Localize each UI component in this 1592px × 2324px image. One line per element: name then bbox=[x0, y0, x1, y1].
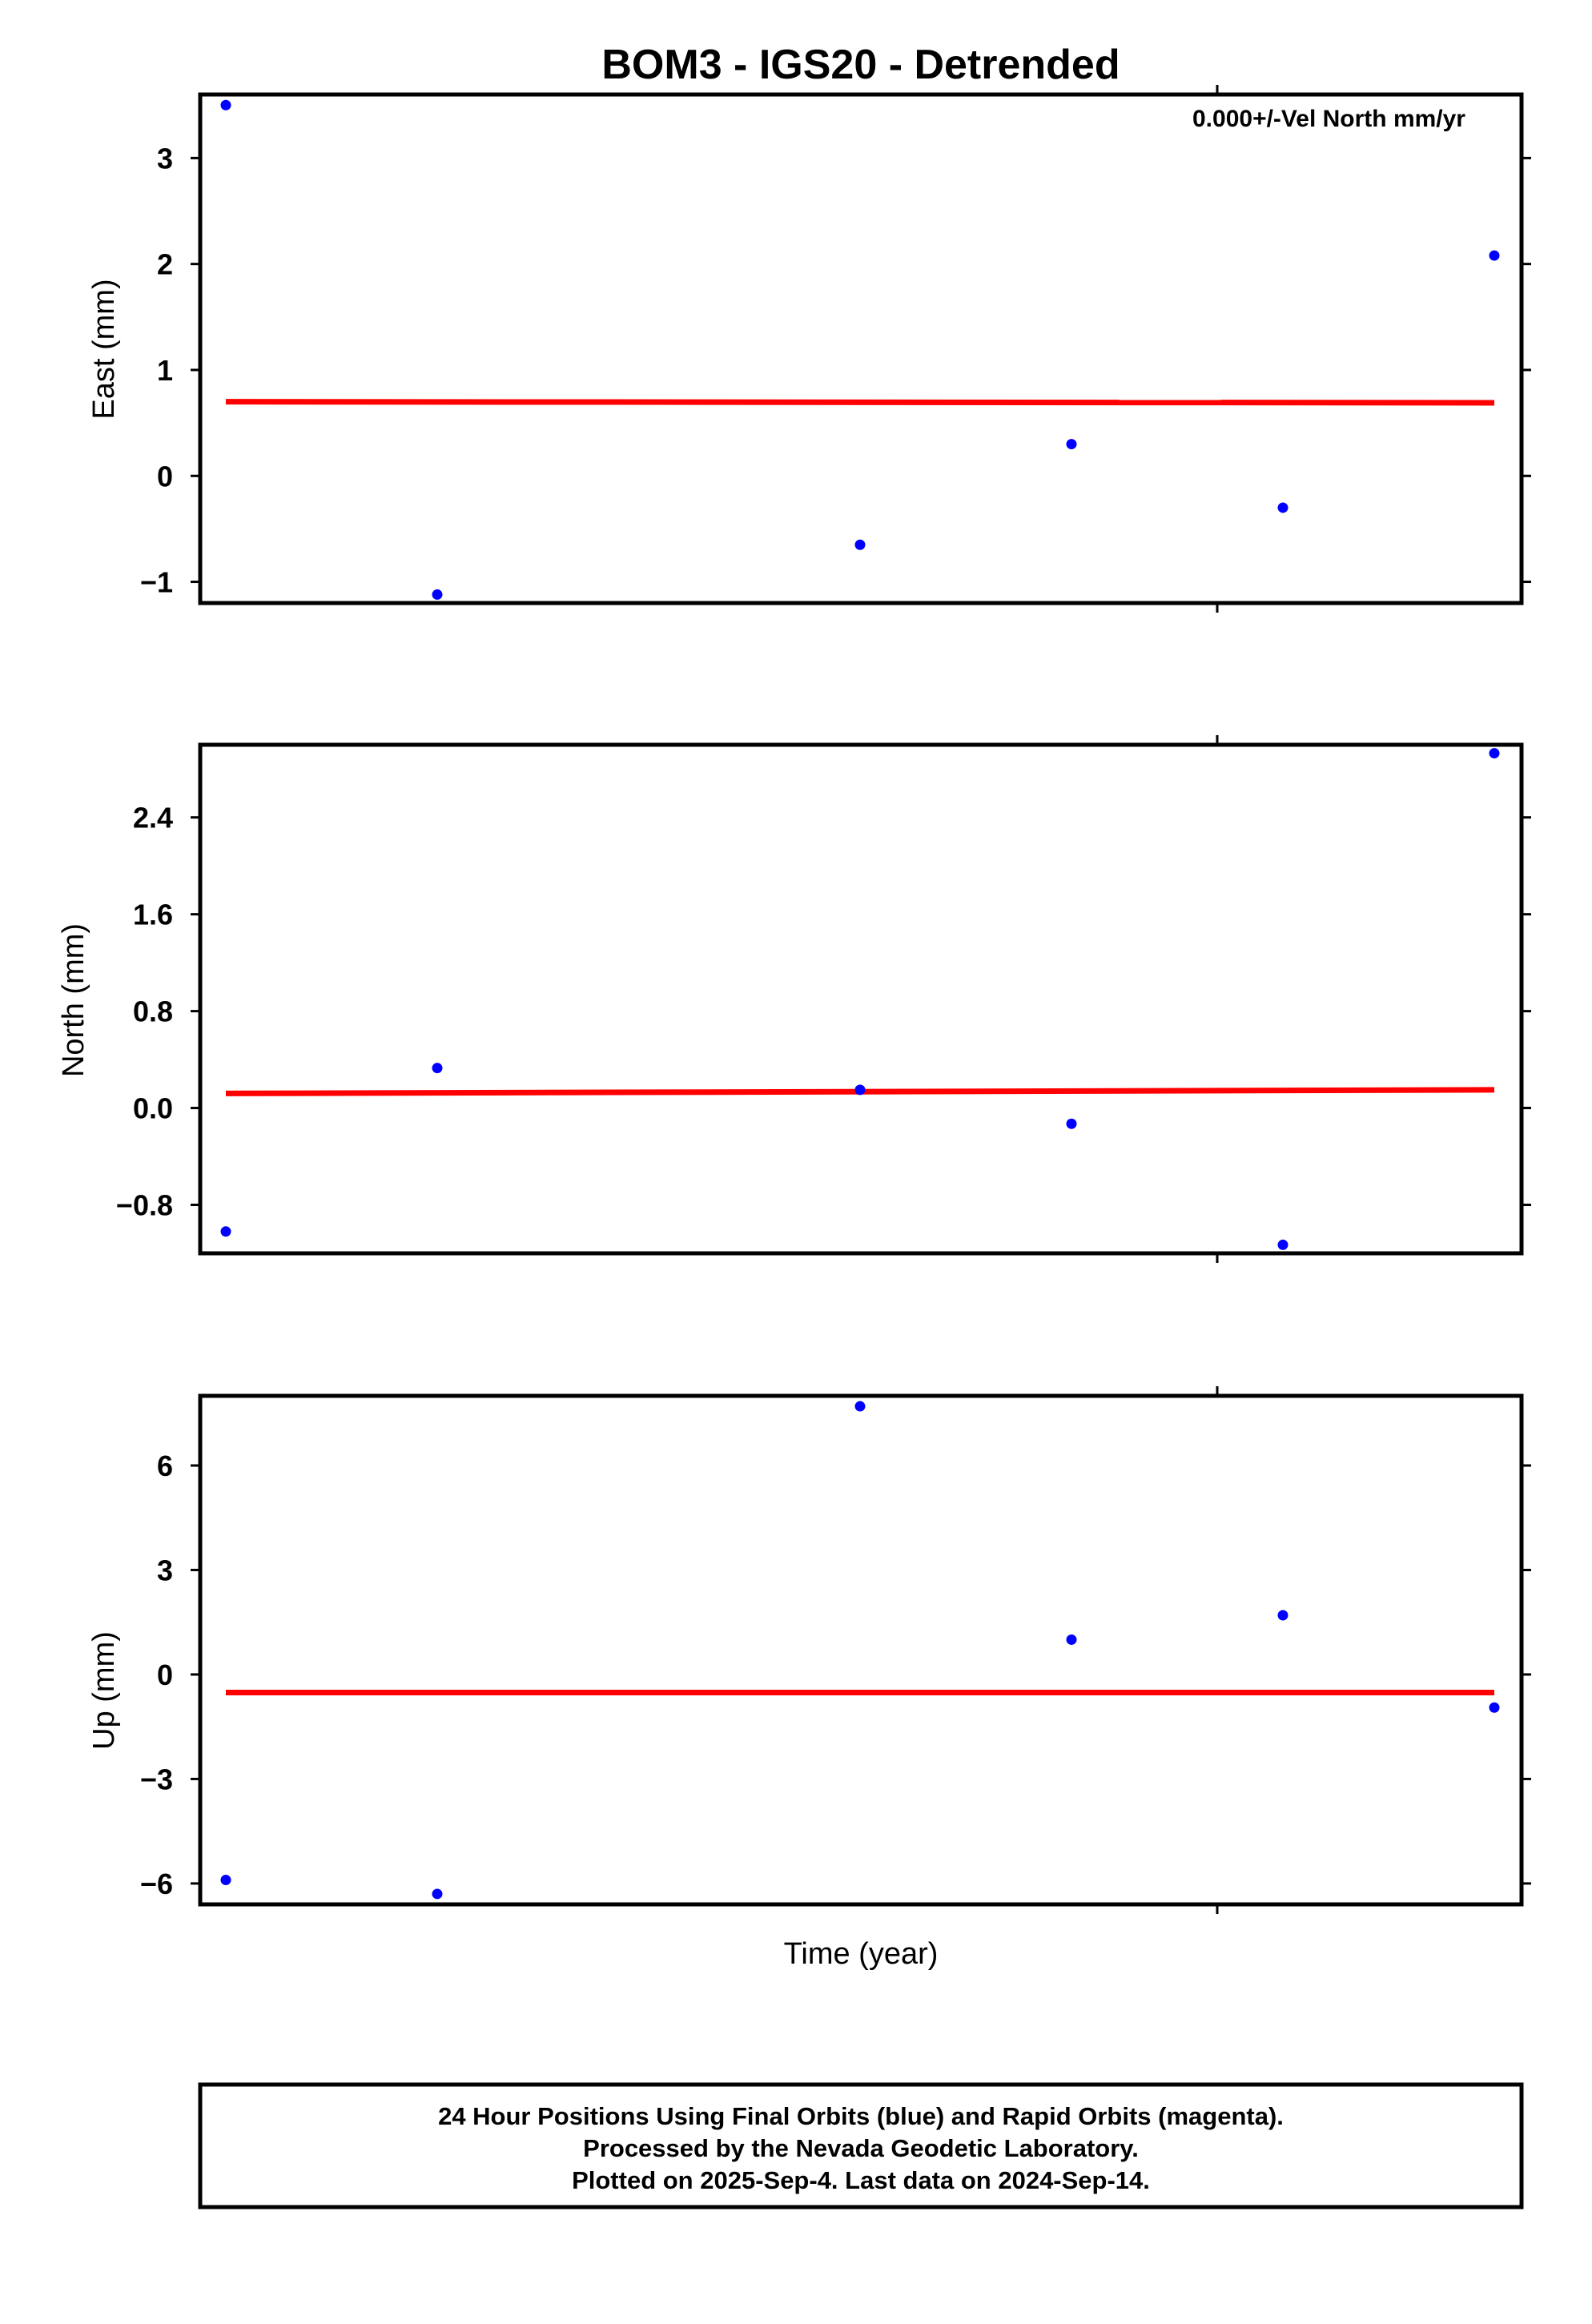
panel-east: East (mm) 0.000+/-Vel North mm/yr −1 0 1 2 3 bbox=[87, 85, 1531, 613]
y-tick-label-north: 2.4 bbox=[133, 802, 173, 834]
footer-line-3: Plotted on 2025-Sep-4. Last data on 2024… bbox=[572, 2166, 1150, 2194]
data-point-up bbox=[432, 1888, 443, 1900]
y-tick-label-east: 3 bbox=[157, 142, 173, 175]
data-point-up bbox=[1277, 1610, 1288, 1621]
velocity-annotation: 0.000+/-Vel North mm/yr bbox=[1192, 106, 1465, 132]
y-tick-label-north: −0.8 bbox=[116, 1189, 173, 1222]
y-tick-label-east: 0 bbox=[157, 460, 173, 493]
y-tick-label-up: −6 bbox=[140, 1868, 173, 1900]
data-point-east bbox=[1066, 439, 1077, 450]
data-point-up bbox=[1066, 1634, 1077, 1645]
data-point-east bbox=[1277, 502, 1288, 513]
data-point-east bbox=[220, 99, 231, 111]
chart-title: BOM3 - IGS20 - Detrended bbox=[601, 42, 1120, 88]
panel-north: North (mm) −0.8 0.0 0.8 1.6 2.4 bbox=[57, 735, 1531, 1263]
plot-frame-north bbox=[198, 742, 1524, 1256]
y-axis-label-up: Up (mm) bbox=[87, 1631, 121, 1750]
data-point-north bbox=[432, 1063, 443, 1074]
y-tick-label-north: 0.0 bbox=[133, 1092, 173, 1125]
y-tick-label-up: −3 bbox=[140, 1763, 173, 1795]
data-point-north bbox=[1489, 748, 1500, 759]
footer-line-2: Processed by the Nevada Geodetic Laborat… bbox=[583, 2134, 1139, 2162]
footer-box: 24 Hour Positions Using Final Orbits (bl… bbox=[198, 2082, 1524, 2209]
data-point-north bbox=[1277, 1239, 1288, 1250]
x-axis-label: Time (year) bbox=[784, 1937, 939, 1971]
data-point-east bbox=[854, 539, 866, 550]
data-point-up bbox=[1489, 1702, 1500, 1713]
plot-frame-east bbox=[198, 92, 1524, 605]
trend-line-east bbox=[225, 399, 1495, 406]
y-tick-label-north: 1.6 bbox=[133, 899, 173, 931]
panel-up: Up (mm) −6 −3 0 3 6 bbox=[87, 1386, 1531, 1914]
y-tick-label-east: 2 bbox=[157, 248, 173, 281]
y-axis-label-north: North (mm) bbox=[57, 923, 90, 1077]
plot-frame-up bbox=[198, 1393, 1524, 1907]
y-tick-label-up: 6 bbox=[157, 1449, 173, 1482]
data-point-north bbox=[220, 1226, 231, 1237]
data-point-east bbox=[432, 589, 443, 600]
data-point-east bbox=[1489, 250, 1500, 261]
y-tick-label-east: −1 bbox=[140, 566, 173, 599]
data-point-north bbox=[854, 1084, 866, 1096]
data-point-up bbox=[220, 1875, 231, 1886]
y-tick-label-up: 0 bbox=[157, 1659, 173, 1691]
y-tick-label-up: 3 bbox=[157, 1554, 173, 1586]
y-axis-label-east: East (mm) bbox=[87, 279, 121, 419]
data-point-north bbox=[1066, 1118, 1077, 1129]
data-point-up bbox=[854, 1401, 866, 1412]
footer-line-1: 24 Hour Positions Using Final Orbits (bl… bbox=[438, 2102, 1284, 2130]
y-tick-label-east: 1 bbox=[157, 354, 173, 387]
y-tick-label-north: 0.8 bbox=[133, 995, 173, 1028]
footer-frame bbox=[198, 2082, 1524, 2209]
